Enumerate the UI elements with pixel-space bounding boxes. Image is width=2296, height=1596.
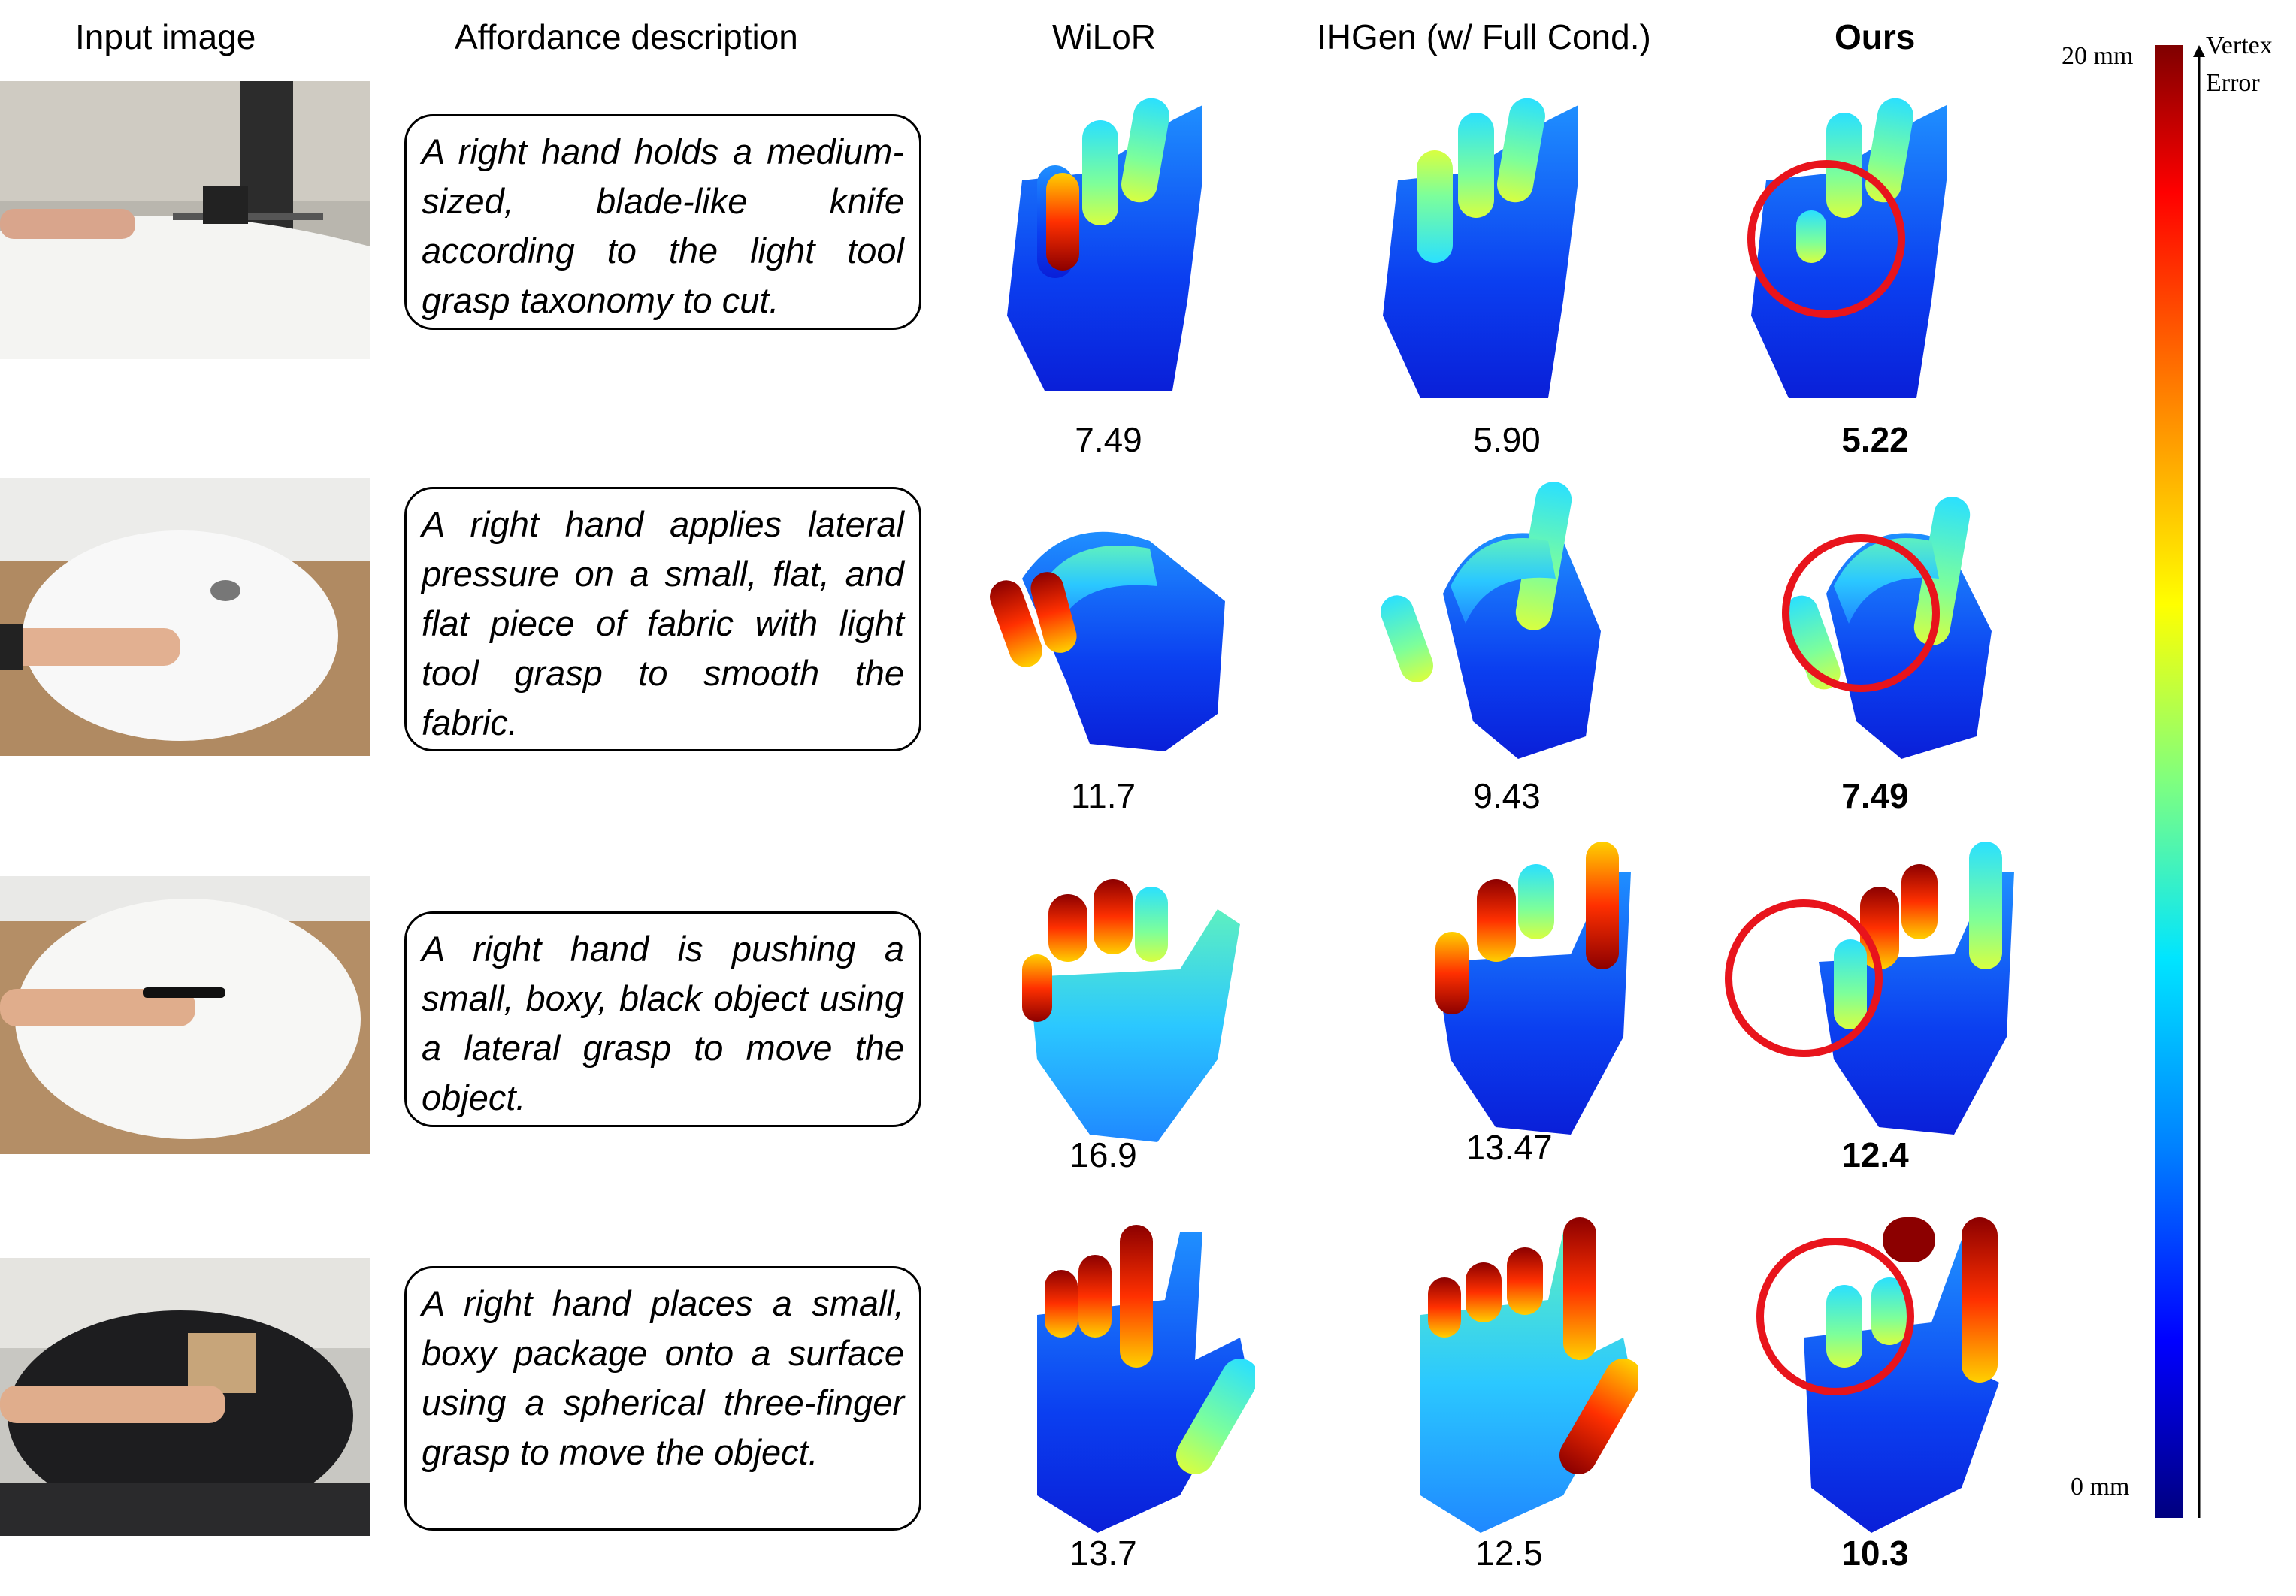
hand-render-wilor-row2	[990, 531, 1225, 751]
header-ihgen: IHGen (w/ Full Cond.)	[1317, 17, 1651, 56]
score-ihgen-row2: 9.43	[1473, 776, 1541, 815]
score-ihgen-row1: 5.90	[1473, 420, 1541, 459]
hand-render-ours-row4	[1804, 1217, 1999, 1533]
affordance-description-2: A right hand applies lateral pressure on…	[404, 487, 921, 751]
hand-render-wilor-row3	[1022, 879, 1240, 1142]
hand-render-ours-row3	[1819, 842, 2014, 1135]
colorbar-axis-label-line1: Vertex	[2206, 32, 2273, 59]
header-input-image: Input image	[75, 17, 256, 56]
hand-render-wilor-row1	[1007, 98, 1202, 391]
score-ihgen-row3: 13.47	[1466, 1128, 1553, 1167]
colorbar-max-label: 20 mm	[2062, 42, 2134, 70]
score-ours-row2: 7.49	[1841, 776, 1909, 815]
score-wilor-row4: 13.7	[1069, 1534, 1137, 1573]
score-ihgen-row4: 12.5	[1475, 1534, 1543, 1573]
score-ours-row4: 10.3	[1841, 1534, 1909, 1573]
score-wilor-row3: 16.9	[1069, 1135, 1137, 1174]
highlight-circle-row2	[1782, 534, 1940, 692]
score-wilor-row2: 11.7	[1070, 776, 1136, 815]
hand-render-ihgen-row2	[1381, 482, 1601, 759]
hand-render-wilor-row4	[1037, 1225, 1255, 1533]
header-ours: Ours	[1835, 17, 1916, 56]
highlight-circle-row3	[1725, 899, 1883, 1057]
input-photo-fabric	[0, 478, 370, 756]
affordance-description-1: A right hand holds a medium-sized, blade…	[404, 114, 921, 330]
hand-render-ihgen-row4	[1420, 1217, 1638, 1533]
affordance-description-3: A right hand is pushing a small, boxy, b…	[404, 911, 921, 1127]
affordance-description-4: A right hand places a small, boxy packag…	[404, 1266, 921, 1531]
input-photo-knife	[0, 81, 370, 359]
hand-render-ihgen-row3	[1435, 842, 1631, 1135]
colorbar-axis-label-line2: Error	[2206, 69, 2260, 97]
score-ours-row1: 5.22	[1841, 420, 1909, 459]
highlight-circle-row1	[1747, 160, 1905, 318]
input-photo-black-object	[0, 876, 370, 1154]
score-wilor-row1: 7.49	[1075, 420, 1142, 459]
header-wilor: WiLoR	[1052, 17, 1157, 56]
hand-render-ihgen-row1	[1383, 98, 1578, 398]
score-ours-row3: 12.4	[1841, 1135, 1909, 1174]
input-photo-package	[0, 1258, 370, 1536]
highlight-circle-row4	[1756, 1238, 1914, 1395]
header-affordance-description: Affordance description	[455, 17, 798, 56]
colorbar-min-label: 0 mm	[2071, 1473, 2130, 1501]
colorbar	[2155, 45, 2205, 1518]
